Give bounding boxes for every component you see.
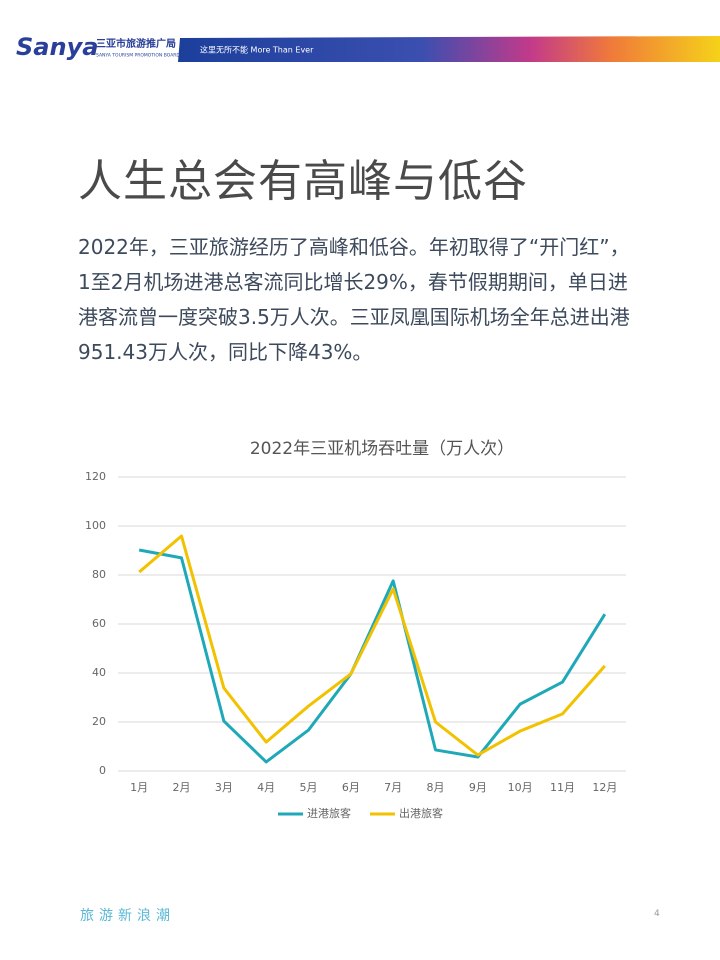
y-tick-label: 0 bbox=[99, 764, 106, 777]
y-tick-label: 80 bbox=[92, 568, 106, 581]
x-tick-label: 8月 bbox=[427, 781, 445, 794]
y-tick-label: 20 bbox=[92, 715, 106, 728]
slogan: 这里无所不能 More Than Ever bbox=[200, 45, 314, 55]
y-tick-label: 120 bbox=[85, 470, 106, 483]
y-tick-label: 100 bbox=[85, 519, 106, 532]
chart: 2022年三亚机场吞吐量（万人次） 0 20 40 60 80 100 120 1月 2月 3月 4月… bbox=[85, 439, 626, 820]
x-tick-label: 6月 bbox=[342, 781, 360, 794]
org-cn: 三亚市旅游推广局 bbox=[96, 37, 176, 50]
page-number: 4 bbox=[654, 909, 660, 919]
paragraph: 2022年，三亚旅游经历了高峰和低谷。年初取得了“开门红”，1至2月机场进港总客… bbox=[78, 235, 630, 364]
title: 人生总会有高峰与低谷 bbox=[78, 156, 528, 207]
series-line bbox=[138, 534, 606, 757]
legend-label: 进港旅客 bbox=[307, 806, 351, 820]
x-tick-label: 11月 bbox=[550, 781, 575, 794]
org-en: SANYA TOURISM PROMOTION BOARD bbox=[96, 53, 180, 59]
x-tick-label: 10月 bbox=[508, 781, 533, 794]
series-line bbox=[138, 548, 607, 764]
logo: Sanya bbox=[16, 33, 98, 61]
chart-title: 2022年三亚机场吞吐量（万人次） bbox=[250, 439, 514, 459]
x-tick-label: 4月 bbox=[257, 781, 275, 794]
x-tick-label: 7月 bbox=[384, 781, 402, 794]
x-tick-label: 3月 bbox=[215, 781, 233, 794]
banner bbox=[178, 36, 720, 62]
x-tick-label: 9月 bbox=[469, 781, 487, 794]
y-tick-label: 60 bbox=[92, 617, 106, 630]
x-tick-label: 5月 bbox=[300, 781, 318, 794]
x-tick-label: 1月 bbox=[130, 781, 148, 794]
header: Sanya 三亚市旅游推广局 SANYA TOURISM PROMOTION B… bbox=[16, 33, 720, 62]
y-tick-label: 40 bbox=[92, 666, 106, 679]
x-tick-label: 2月 bbox=[173, 781, 191, 794]
legend-label: 出港旅客 bbox=[399, 806, 443, 820]
x-tick-label: 12月 bbox=[592, 781, 617, 794]
footer-tagline: 旅游新浪潮 bbox=[80, 908, 175, 924]
